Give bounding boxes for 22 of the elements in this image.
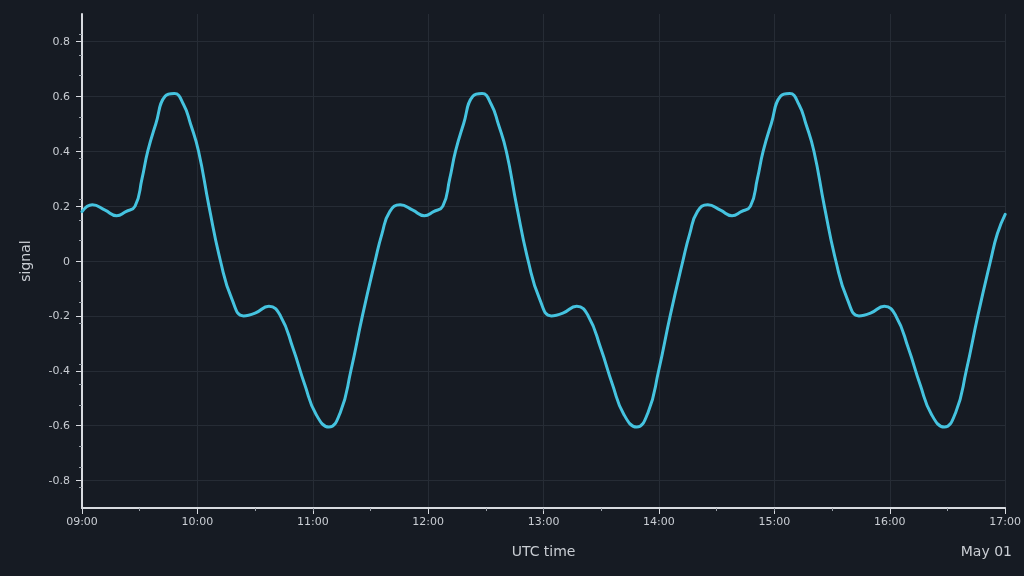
y-tick-label: -0.8 [48, 474, 70, 488]
text: May 01 [960, 543, 1013, 559]
y-axis-title: signal [17, 240, 33, 282]
x-tick-label: 11:00 [296, 515, 329, 528]
x-tick-label: 15:00 [758, 515, 791, 528]
x-tick-label: 09:00 [66, 515, 98, 528]
x-tick-label: 14:00 [643, 515, 675, 528]
y-tick-label: 0 [63, 254, 70, 268]
y-tick-label: 0.6 [52, 89, 70, 103]
y-tick-label: 0.4 [52, 144, 70, 158]
y-tick-label: -0.6 [48, 419, 70, 433]
y-tick-label: -0.2 [48, 309, 70, 323]
x-tick-label: 13:00 [527, 515, 560, 528]
x-tick-label: 17:00 [989, 515, 1021, 528]
x-tick-label: 10:00 [181, 515, 214, 528]
line-series [80, 92, 1007, 429]
y-tick-label: 0.2 [52, 199, 70, 213]
y-tick-label: 0.8 [52, 34, 70, 48]
x-tick-label: 16:00 [873, 515, 906, 528]
x-tick-label: 12:00 [412, 515, 445, 528]
y-tick-label: -0.4 [48, 364, 70, 378]
x-axis-title: UTC time [511, 543, 576, 559]
